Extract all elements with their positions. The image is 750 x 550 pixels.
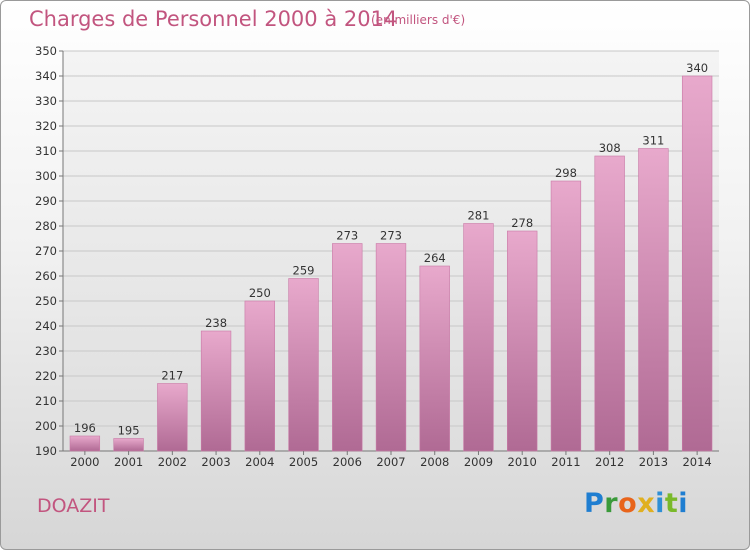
- y-tick-label: 320: [35, 119, 57, 133]
- x-tick-label: 2001: [114, 455, 143, 469]
- bar-value-label: 259: [293, 264, 315, 278]
- x-tick-label: 2011: [551, 455, 580, 469]
- bar-value-label: 238: [205, 316, 227, 330]
- x-tick-label: 2002: [158, 455, 187, 469]
- bar: [638, 148, 669, 452]
- bar-value-label: 264: [424, 251, 446, 265]
- proxiti-logo: Proxiti: [584, 488, 689, 519]
- x-tick-label: 2010: [508, 455, 537, 469]
- bar-value-label: 273: [380, 229, 402, 243]
- bar: [200, 330, 232, 452]
- bar: [157, 383, 188, 452]
- y-tick-label: 350: [35, 44, 57, 58]
- x-tick-label: 2014: [682, 455, 711, 469]
- chart-unit: (en milliers d'€): [371, 13, 466, 27]
- x-tick-label: 2007: [376, 455, 405, 469]
- bar: [288, 278, 319, 452]
- bar-value-label: 217: [161, 369, 183, 383]
- x-tick-label: 2003: [201, 455, 230, 469]
- y-tick-label: 270: [35, 244, 57, 258]
- bar-value-label: 281: [467, 209, 489, 223]
- bar: [375, 243, 407, 452]
- bar-value-label: 250: [249, 286, 271, 300]
- x-tick-label: 2005: [289, 455, 318, 469]
- bar: [463, 223, 494, 452]
- y-tick-label: 310: [35, 144, 57, 158]
- bar: [244, 300, 275, 452]
- bar-value-label: 298: [555, 166, 577, 180]
- y-tick-label: 260: [35, 269, 57, 283]
- bar: [681, 75, 713, 452]
- x-tick-label: 2004: [245, 455, 274, 469]
- bar: [594, 155, 625, 452]
- y-tick-label: 250: [35, 294, 57, 308]
- y-tick-label: 190: [35, 444, 57, 458]
- y-tick-label: 210: [35, 394, 57, 408]
- y-tick-label: 230: [35, 344, 57, 358]
- y-tick-label: 220: [35, 369, 57, 383]
- y-tick-label: 240: [35, 319, 57, 333]
- bar-value-label: 340: [686, 61, 708, 75]
- bar: [113, 438, 144, 452]
- bar-value-label: 273: [336, 229, 358, 243]
- bar-value-label: 311: [642, 134, 664, 148]
- bar: [69, 435, 101, 452]
- x-tick-label: 2008: [420, 455, 449, 469]
- y-tick-label: 340: [35, 69, 57, 83]
- y-tick-label: 280: [35, 219, 57, 233]
- bar: [419, 265, 450, 452]
- bar-value-label: 278: [511, 216, 533, 230]
- y-tick-label: 300: [35, 169, 57, 183]
- city-name: DOAZIT: [37, 495, 110, 517]
- chart-title: Charges de Personnel 2000 à 2014: [29, 7, 398, 31]
- x-tick-label: 2013: [639, 455, 668, 469]
- y-tick-label: 330: [35, 94, 57, 108]
- bar: [550, 180, 582, 452]
- x-tick-label: 2009: [464, 455, 493, 469]
- bar-value-label: 195: [118, 424, 140, 438]
- y-tick-label: 290: [35, 194, 57, 208]
- x-tick-label: 2012: [595, 455, 624, 469]
- y-tick-label: 200: [35, 419, 57, 433]
- bar-value-label: 308: [599, 141, 621, 155]
- x-tick-label: 2006: [333, 455, 362, 469]
- bar: [332, 243, 363, 452]
- bar-value-label: 196: [74, 421, 96, 435]
- bar: [507, 230, 538, 452]
- x-tick-label: 2000: [70, 455, 99, 469]
